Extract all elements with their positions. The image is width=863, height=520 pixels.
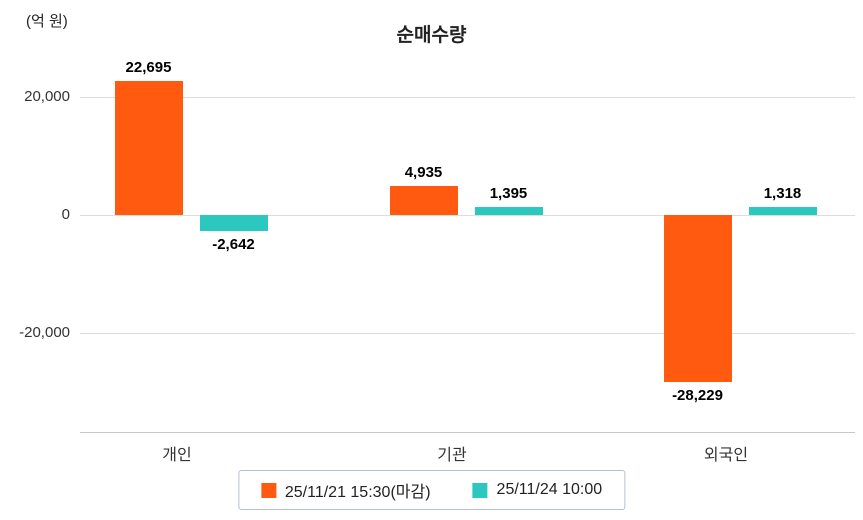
legend-series-label: 25/11/24 10:00 <box>496 481 603 498</box>
gridline <box>80 215 855 216</box>
bar-value-label: -2,642 <box>212 235 255 253</box>
x-axis-line <box>80 432 855 433</box>
bar-value-label: 22,695 <box>125 59 172 77</box>
bar-25-11-24-10-00 <box>474 206 543 215</box>
legend-series-label: 25/11/21 15:30(마감) <box>284 484 431 501</box>
y-tick-label: 20,000 <box>24 88 70 105</box>
chart-title: 순매수량 <box>396 25 467 46</box>
y-tick-label: 0 <box>61 206 70 223</box>
legend-swatch-icon <box>260 482 276 498</box>
bar-25-11-24-10-00 <box>748 207 817 215</box>
category-label: 외국인 <box>703 447 749 464</box>
bar-value-label: 1,318 <box>763 185 802 203</box>
gridline <box>80 97 855 98</box>
bar-25-11-24-10-00 <box>199 215 268 231</box>
category-label: 개인 <box>162 447 192 464</box>
bar-value-label: 4,935 <box>404 163 443 181</box>
bar-25-11-21-15-30- <box>663 215 732 382</box>
bar-value-label: -28,229 <box>672 386 723 404</box>
bar-25-11-21-15-30- <box>114 81 183 215</box>
legend-swatch-icon <box>472 482 488 498</box>
y-axis-unit-label: (억 원) <box>26 13 68 30</box>
legend-item: 25/11/21 15:30(마감) <box>260 478 431 502</box>
gridline <box>80 333 855 334</box>
bar-value-label: 1,395 <box>489 184 528 202</box>
category-label: 기관 <box>437 447 467 464</box>
y-tick-label: -20,000 <box>19 324 70 341</box>
chart-legend: 25/11/21 15:30(마감) 25/11/24 10:00 <box>237 470 626 510</box>
legend-item: 25/11/24 10:00 <box>472 481 603 499</box>
bar-25-11-21-15-30- <box>389 185 458 215</box>
